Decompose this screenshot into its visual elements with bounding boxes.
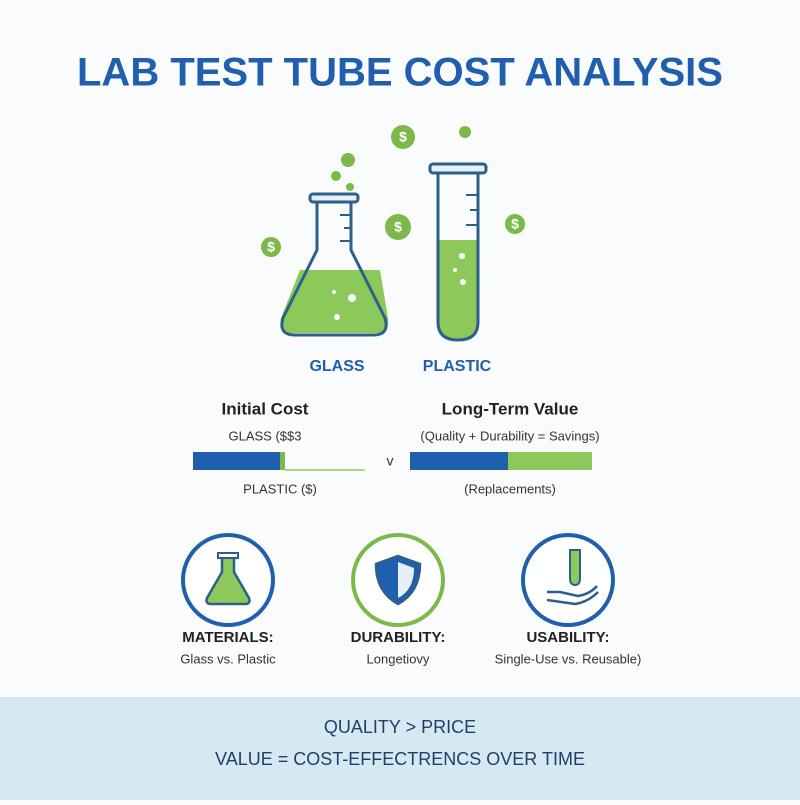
plastic-label: PLASTIC [423, 358, 492, 375]
feature-text: Longetiovy [367, 651, 430, 666]
initial-cost-top: GLASS ($$3 [229, 428, 302, 443]
feature-title: DURABILITY: [351, 629, 446, 646]
feature-text: Single-Use vs. Reusable) [495, 651, 642, 666]
materials-icon [181, 533, 275, 627]
tube-icon [428, 162, 488, 342]
initial-cost-title: Initial Cost [222, 399, 309, 418]
feature-title: MATERIALS: [182, 629, 273, 646]
long-term-title: Long-Term Value [442, 399, 579, 418]
bar-segment [410, 452, 508, 470]
footer-band [0, 697, 800, 800]
flask-icon [280, 192, 389, 337]
feature-title: USABILITY: [526, 629, 609, 646]
coins: $ $ $ $ [261, 125, 525, 257]
long-term-bottom: (Replacements) [464, 481, 556, 496]
footer-line: QUALITY > PRICE [324, 717, 476, 737]
footer-line: VALUE = COST-EFFECTRENCS OVER TIME [215, 749, 585, 769]
initial-cost-bottom: PLASTIC ($) [243, 481, 317, 496]
coin-symbol: $ [267, 239, 275, 255]
usability-icon [521, 533, 615, 627]
coin-symbol: $ [511, 216, 519, 232]
bubbles [331, 126, 471, 191]
bar-segment [508, 452, 592, 470]
glass-label: GLASS [309, 358, 364, 375]
bar-segment [280, 452, 285, 470]
feature-text: Glass vs. Plastic [180, 651, 276, 666]
separator: v [387, 453, 394, 469]
coin-symbol: $ [394, 219, 402, 235]
title: LAB TEST TUBE COST ANALYSIS [77, 51, 723, 95]
coin-symbol: $ [399, 129, 407, 145]
durability-icon [351, 533, 445, 627]
bar-segment [193, 452, 280, 470]
long-term-top: (Quality + Durability = Savings) [420, 428, 599, 443]
